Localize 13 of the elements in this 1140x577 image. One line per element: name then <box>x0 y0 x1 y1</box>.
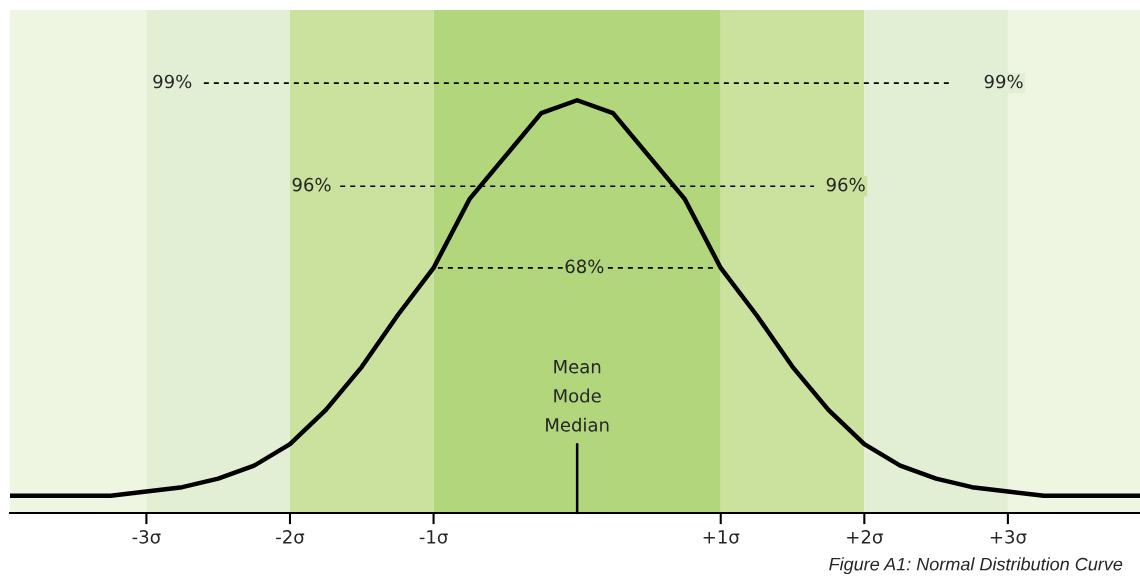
x-tick-label: -3σ <box>132 529 161 544</box>
x-tick-label: -1σ <box>419 530 448 544</box>
x-tick-label: +3σ <box>990 529 1027 544</box>
annotation: 68% <box>565 259 604 274</box>
annotation: 99% <box>153 74 192 89</box>
x-tick-label: +2σ <box>847 529 883 544</box>
x-tick-label: -2σ <box>276 529 305 544</box>
annotation: 99% <box>984 74 1023 89</box>
caption: Figure A1: Normal Distribution Curve <box>829 557 1123 575</box>
annotation: 96% <box>826 177 865 192</box>
annotation: 96% <box>292 177 331 192</box>
annotation: Mean Mode Median <box>546 360 609 432</box>
x-tick-label: +1σ <box>703 530 740 544</box>
